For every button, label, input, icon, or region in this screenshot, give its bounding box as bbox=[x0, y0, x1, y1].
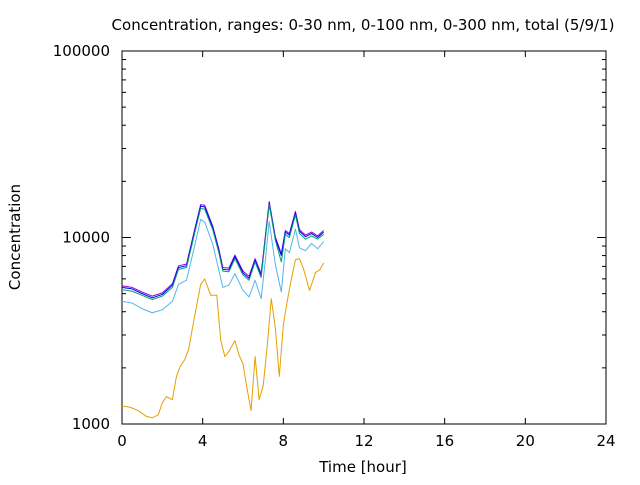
x-tick-label: 16 bbox=[435, 432, 454, 450]
y-tick-label: 1000 bbox=[72, 415, 110, 433]
series-line-1 bbox=[121, 200, 325, 297]
y-tick-label: 100000 bbox=[53, 42, 110, 60]
x-tick-label: 12 bbox=[354, 432, 373, 450]
axes-group: 0 4 8 12 16 20 24 1000 10000 100000 bbox=[53, 42, 616, 450]
x-tick-label: 0 bbox=[117, 432, 127, 450]
series-group bbox=[121, 200, 325, 419]
series-line-3 bbox=[121, 204, 324, 301]
x-axis-label: Time [hour] bbox=[318, 458, 407, 476]
series-line-4 bbox=[121, 218, 325, 314]
y-tick-label: 10000 bbox=[62, 229, 110, 247]
y-axis-label: Concentration bbox=[6, 184, 24, 290]
x-tick-label: 24 bbox=[596, 432, 615, 450]
x-tick-label: 4 bbox=[198, 432, 208, 450]
x-tick-label: 20 bbox=[516, 432, 535, 450]
series-line-5 bbox=[121, 258, 325, 419]
x-tick-label: 8 bbox=[279, 432, 289, 450]
chart-title: Concentration, ranges: 0-30 nm, 0-100 nm… bbox=[112, 16, 615, 34]
plot-area-frame bbox=[121, 50, 607, 425]
